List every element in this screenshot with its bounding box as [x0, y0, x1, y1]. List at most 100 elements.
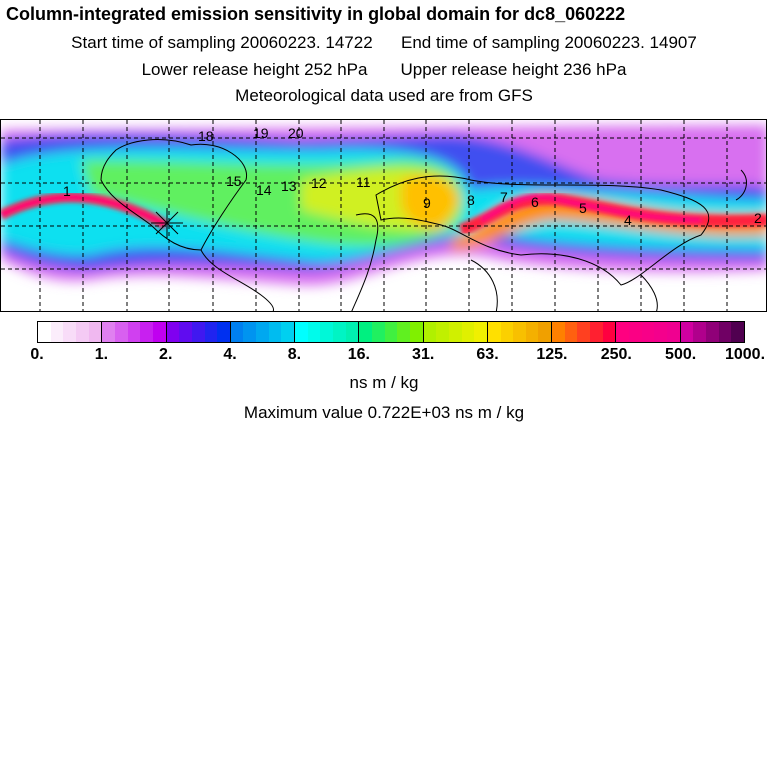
colorbar-swatch: [38, 322, 51, 342]
colorbar-tick-label: 125.: [536, 346, 568, 363]
colorbar-segment: [487, 322, 553, 342]
colorbar-tick-label: 1.: [94, 346, 109, 363]
colorbar-swatch: [88, 322, 102, 342]
colorbar-swatch: [179, 322, 192, 342]
colorbar-swatch: [693, 322, 706, 342]
colorbar-swatch: [590, 322, 603, 342]
colorbar-segment: [680, 322, 744, 342]
colorbar-swatch: [513, 322, 526, 342]
colorbar-swatch: [654, 322, 668, 342]
colorbar-swatch: [75, 322, 89, 342]
colorbar-tick-label: 250.: [600, 346, 632, 363]
colorbar-swatch: [538, 322, 552, 342]
colorbar-segment: [102, 322, 167, 342]
trajectory-label: 5: [579, 200, 587, 216]
colorbar-swatch: [474, 322, 487, 342]
trajectory-label: 4: [624, 212, 632, 228]
trajectory-label: 9: [423, 195, 431, 211]
colorbar-tick-label: 2.: [159, 346, 173, 363]
colorbar-swatch: [500, 322, 514, 342]
colorbar-tick-label: 8.: [287, 346, 302, 363]
colorbar-swatch: [667, 322, 680, 342]
release-location-marker: [151, 208, 183, 238]
colorbar-swatch: [102, 322, 115, 342]
colorbar-swatch: [243, 322, 257, 342]
colorbar-unit: ns m / kg: [349, 373, 419, 392]
trajectory-label: 2: [754, 210, 762, 226]
colorbar-swatch: [436, 322, 449, 342]
colorbar-tick-label: 16.: [347, 346, 370, 363]
colorbar-swatch: [191, 322, 205, 342]
colorbar-swatch: [333, 322, 346, 342]
colorbar: [37, 321, 745, 343]
colorbar-swatch: [359, 322, 372, 342]
jet-plume: [1, 192, 766, 236]
trajectory-label: 7: [500, 189, 508, 205]
colorbar-swatch: [564, 322, 578, 342]
trajectory-label: 8: [467, 192, 475, 208]
colorbar-swatch: [397, 322, 410, 342]
colorbar-swatch: [552, 322, 565, 342]
plot-title: Column-integrated emission sensitivity i…: [6, 4, 626, 24]
trajectory-label: 19: [253, 125, 269, 141]
colorbar-swatch: [268, 322, 282, 342]
colorbar-tick-label: 0.: [30, 346, 44, 363]
colorbar-segment: [552, 322, 617, 342]
trajectory-labels: 1 2 4 5 6 7 8 9 11 12 13 14 15 18 19 20: [63, 125, 762, 228]
lower-release-height: Lower release height 252 hPa: [141, 60, 368, 79]
trajectory-label: 11: [356, 174, 371, 190]
colorbar-swatch: [680, 322, 694, 342]
colorbar-swatch: [641, 322, 655, 342]
release-heights: Lower release height 252 hPa Upper relea…: [0, 60, 768, 80]
colorbar-segment: [166, 322, 231, 342]
colorbar-swatch: [629, 322, 642, 342]
colorbar-tick-label: 4.: [223, 346, 237, 363]
colorbar-tick-label: 63.: [476, 346, 499, 363]
trajectory-label: 18: [198, 128, 214, 144]
maximum-value: Maximum value 0.722E+03 ns m / kg: [243, 403, 525, 422]
trajectory-label: 12: [311, 175, 327, 191]
trajectory-label: 13: [281, 178, 297, 194]
colorbar-swatch: [50, 322, 64, 342]
colorbar-swatch: [577, 322, 591, 342]
colorbar-swatch: [705, 322, 719, 342]
trajectory-label: 1: [63, 183, 71, 199]
colorbar-swatch: [409, 322, 423, 342]
colorbar-swatch: [217, 322, 230, 342]
colorbar-segment: [359, 322, 424, 342]
colorbar-swatch: [371, 322, 385, 342]
colorbar-swatch: [281, 322, 295, 342]
trajectory-label: 6: [531, 194, 539, 210]
trajectory-label: 15: [226, 173, 242, 189]
colorbar-swatch: [718, 322, 732, 342]
colorbar-swatch: [63, 322, 76, 342]
trajectory-label: 20: [288, 125, 304, 141]
colorbar-tick-label: 31.: [412, 346, 435, 363]
colorbar-segment: [423, 322, 488, 342]
colorbar-swatch: [616, 322, 630, 342]
colorbar-swatch: [423, 322, 437, 342]
colorbar-swatch: [127, 322, 141, 342]
coastlines: [100, 139, 747, 311]
sampling-times: Start time of sampling 20060223. 14722 E…: [0, 33, 768, 53]
colorbar-swatch: [461, 322, 475, 342]
colorbar-swatch: [114, 322, 128, 342]
graticule: [1, 120, 766, 311]
colorbar-swatch: [731, 322, 744, 342]
colorbar-segment: [295, 322, 360, 342]
colorbar-swatch: [307, 322, 321, 342]
colorbar-swatch: [256, 322, 269, 342]
trajectory-label: 14: [256, 182, 272, 198]
colorbar-segment: [616, 322, 681, 342]
colorbar-swatch: [345, 322, 359, 342]
colorbar-swatch: [152, 322, 166, 342]
colorbar-swatch: [384, 322, 398, 342]
colorbar-swatch: [448, 322, 462, 342]
end-time: End time of sampling 20060223. 14907: [401, 33, 697, 52]
upper-release-height: Upper release height 236 hPa: [400, 60, 627, 79]
colorbar-tick-label: 500.: [665, 346, 697, 363]
sensitivity-map: 1 2 4 5 6 7 8 9 11 12 13 14 15 18 19 20: [0, 119, 767, 312]
met-data-note: Meteorological data used are from GFS: [235, 86, 533, 105]
colorbar-swatch: [525, 322, 539, 342]
colorbar-tick-label: 1000.: [724, 346, 766, 363]
